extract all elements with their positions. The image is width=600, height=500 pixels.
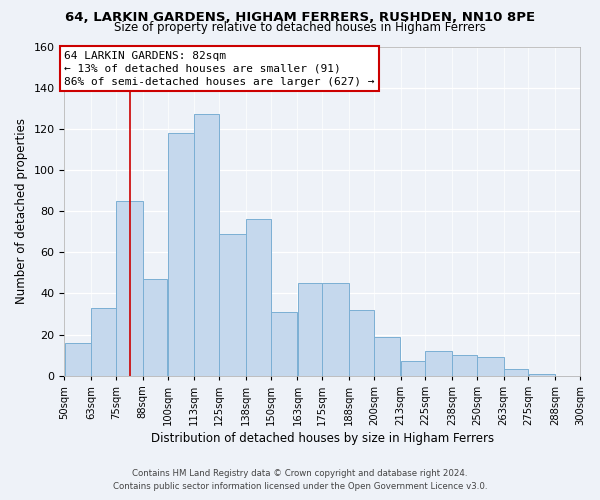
Bar (401, 362, 425, 376)
Bar (322, 283, 349, 376)
Bar (246, 220, 271, 376)
Bar (116, 201, 143, 376)
Bar (477, 357, 503, 376)
Text: 64, LARKIN GARDENS, HIGHAM FERRERS, RUSHDEN, NN10 8PE: 64, LARKIN GARDENS, HIGHAM FERRERS, RUSH… (65, 11, 535, 24)
Bar (65, 342, 91, 376)
Bar (143, 279, 167, 376)
Y-axis label: Number of detached properties: Number of detached properties (15, 118, 28, 304)
Bar (349, 310, 374, 376)
Bar (194, 114, 219, 376)
Text: Contains HM Land Registry data © Crown copyright and database right 2024.
Contai: Contains HM Land Registry data © Crown c… (113, 470, 487, 491)
Text: Size of property relative to detached houses in Higham Ferrers: Size of property relative to detached ho… (114, 22, 486, 35)
Bar (529, 374, 555, 376)
Bar (219, 234, 246, 376)
X-axis label: Distribution of detached houses by size in Higham Ferrers: Distribution of detached houses by size … (151, 432, 494, 445)
Bar (452, 355, 477, 376)
Bar (271, 312, 298, 376)
Bar (425, 351, 452, 376)
Text: 64 LARKIN GARDENS: 82sqm
← 13% of detached houses are smaller (91)
86% of semi-d: 64 LARKIN GARDENS: 82sqm ← 13% of detach… (64, 50, 375, 87)
Bar (91, 308, 116, 376)
Bar (374, 336, 400, 376)
Bar (167, 133, 194, 376)
Bar (298, 283, 322, 376)
Bar (504, 370, 529, 376)
